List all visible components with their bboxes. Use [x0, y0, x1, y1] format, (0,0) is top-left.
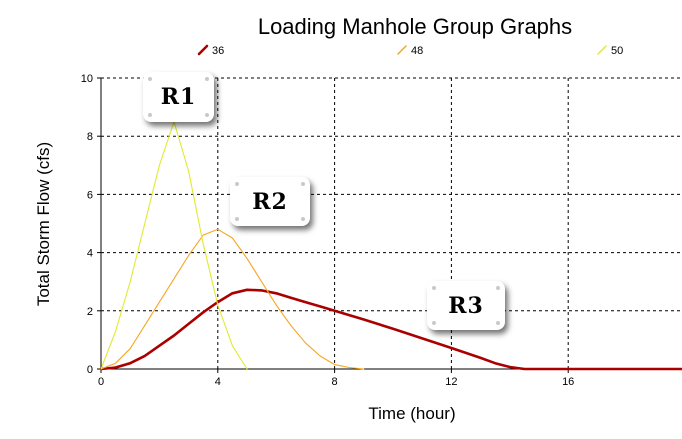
callout-corner-dot: [235, 182, 239, 186]
callout-corner-dot: [148, 113, 152, 117]
legend-label-36: 36: [212, 45, 224, 57]
grid: [101, 77, 682, 369]
callout-r1: R1: [143, 72, 214, 122]
callout-r2: R2: [230, 177, 310, 226]
callout-corner-dot: [301, 217, 305, 221]
callout-corner-dot: [235, 217, 239, 221]
y-axis-label: Total Storm Flow (cfs): [34, 142, 53, 306]
y-tick-label: 2: [87, 306, 93, 318]
x-tick-label: 4: [215, 376, 221, 388]
series-line-48: [100, 228, 365, 370]
legend-label-50: 50: [611, 45, 623, 57]
callout-corner-dot: [496, 321, 500, 325]
callout-r3: R3: [427, 281, 505, 330]
x-tick-label: 12: [445, 376, 457, 388]
series-line-50: [100, 121, 248, 370]
series-lines: [99, 121, 682, 371]
legend-swatch-48: [397, 45, 407, 55]
x-tick-label: 0: [98, 376, 104, 388]
series-line-36: [99, 288, 682, 371]
chart-title: Loading Manhole Group Graphs: [258, 14, 572, 39]
callout-r2-text: R2: [252, 188, 288, 215]
legend-label-48: 48: [411, 45, 423, 57]
legend-swatch-50: [597, 45, 607, 55]
x-tick-label: 16: [562, 376, 574, 388]
x-axis-label: Time (hour): [368, 404, 455, 423]
y-tick-label: 10: [81, 73, 93, 85]
callout-corner-dot: [148, 77, 152, 81]
legend: 36 48 50: [197, 44, 623, 57]
callout-corner-dot: [432, 321, 436, 325]
callout-corner-dot: [205, 113, 209, 117]
callout-corner-dot: [432, 286, 436, 290]
y-tick-label: 8: [87, 131, 93, 143]
y-tick-label: 6: [87, 189, 93, 201]
y-tick-label: 0: [87, 364, 93, 376]
x-tick-label: 8: [332, 376, 338, 388]
callout-r1-text: R1: [160, 84, 197, 110]
tick-labels: 048121620246810: [81, 73, 682, 388]
callout-corner-dot: [496, 286, 500, 290]
legend-swatch-36: [197, 44, 209, 56]
y-tick-label: 4: [87, 248, 93, 260]
callout-corner-dot: [301, 182, 305, 186]
callout-r3-text: R3: [448, 292, 484, 319]
callout-corner-dot: [205, 77, 209, 81]
